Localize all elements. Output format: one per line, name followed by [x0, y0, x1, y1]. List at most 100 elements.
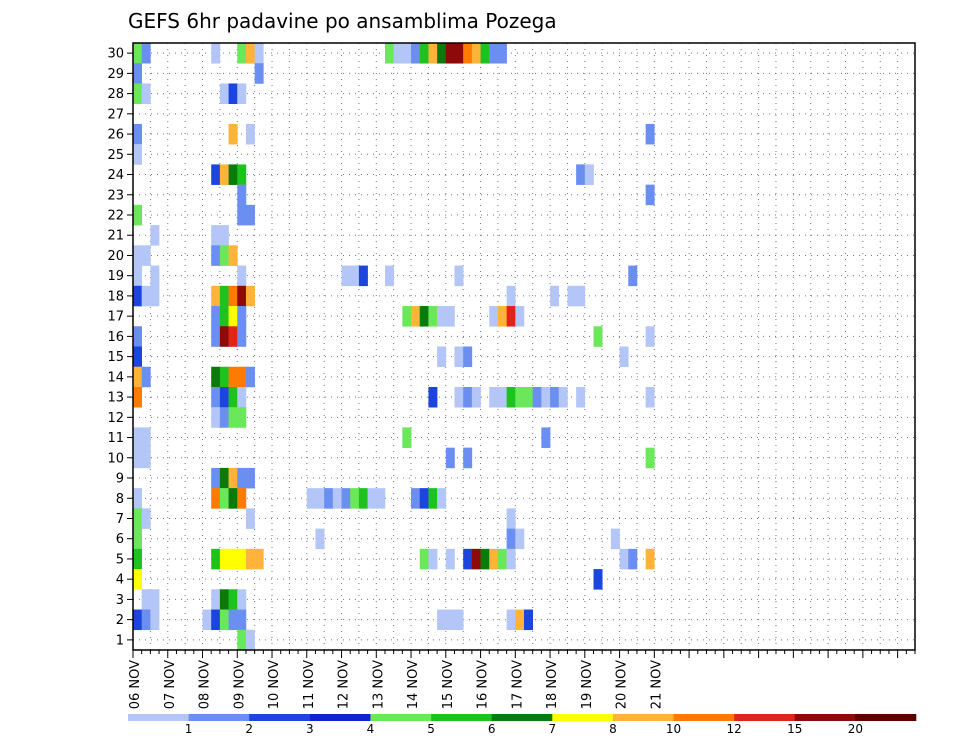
heatmap-cell — [419, 43, 429, 64]
heatmap-cell — [463, 346, 473, 368]
x-tick-label: 19 NOV — [580, 660, 595, 709]
heatmap-cell — [141, 366, 151, 388]
heatmap-cell — [437, 488, 447, 509]
heatmap-cell — [219, 467, 229, 489]
heatmap-cell — [245, 508, 255, 529]
heatmap-cell — [133, 83, 142, 104]
heatmap-cell — [332, 488, 342, 509]
heatmap-cell — [219, 548, 229, 570]
legend-label: 7 — [548, 722, 556, 736]
y-tick-label: 22 — [107, 208, 124, 223]
x-axis-ticks: 06 NOV 07 NOV 08 NOV 09 NOV 10 NOV 11 NOV 12 N… — [128, 650, 916, 709]
heatmap-cell — [245, 629, 255, 651]
heatmap-cell — [228, 164, 238, 185]
heatmap-cell — [141, 508, 151, 529]
heatmap-cell — [489, 548, 499, 570]
heatmap-cell — [428, 548, 438, 570]
heatmap-cell — [515, 528, 525, 550]
heatmap-cell — [211, 467, 221, 489]
heatmap-cell — [593, 326, 603, 347]
heatmap-cell — [211, 407, 221, 428]
x-tick-label: 17 NOV — [510, 660, 525, 709]
heatmap-cell — [532, 386, 542, 408]
heatmap-cell — [645, 184, 655, 206]
x-tick-label: 06 NOV — [128, 660, 143, 709]
heatmap-cell — [202, 609, 212, 631]
heatmap-cells — [133, 43, 655, 651]
heatmap-cell — [133, 204, 142, 226]
legend-label: 4 — [367, 722, 375, 736]
heatmap-cell — [576, 285, 586, 307]
heatmap-cell — [254, 548, 264, 570]
heatmap-cell — [133, 508, 142, 529]
heatmap-cell — [237, 366, 247, 388]
heatmap-cell — [237, 589, 247, 610]
legend-swatch — [431, 714, 492, 721]
y-tick-label: 2 — [116, 613, 124, 628]
x-tick-label: 20 NOV — [615, 660, 630, 709]
y-tick-label: 10 — [107, 451, 124, 466]
heatmap-cell — [228, 326, 238, 347]
x-tick-label: 16 NOV — [476, 660, 491, 709]
y-tick-label: 19 — [107, 269, 124, 284]
y-tick-label: 14 — [107, 370, 124, 385]
heatmap-cell — [133, 43, 142, 64]
heatmap-cell — [437, 346, 447, 368]
heatmap-cell — [245, 467, 255, 489]
heatmap-cell — [150, 225, 160, 246]
heatmap-cell — [619, 548, 629, 570]
heatmap-cell — [237, 306, 247, 327]
heatmap-cell — [237, 326, 247, 347]
heatmap-cell — [141, 447, 151, 469]
y-tick-label: 18 — [107, 289, 124, 304]
heatmap-cell — [133, 366, 142, 388]
heatmap-cell — [610, 528, 620, 550]
heatmap-cell — [411, 43, 421, 64]
y-tick-label: 20 — [107, 249, 124, 264]
legend-swatch — [673, 714, 735, 721]
heatmap-cell — [445, 306, 455, 327]
heatmap-cell — [228, 488, 238, 509]
heatmap-cell — [541, 386, 551, 408]
legend-swatch — [249, 714, 311, 721]
y-tick-label: 21 — [107, 229, 124, 244]
heatmap-cell — [350, 488, 360, 509]
color-legend: 1 2 3 4 5 6 7 8 10 12 15 20 — [128, 714, 917, 736]
heatmap-cell — [211, 164, 221, 185]
heatmap-cell — [219, 245, 229, 266]
heatmap-cell — [515, 386, 525, 408]
heatmap-cell — [506, 285, 516, 307]
y-axis-ticks: 1234567891011121314151617181920212223242… — [107, 47, 133, 648]
heatmap-cell — [315, 488, 325, 509]
heatmap-cell — [237, 184, 247, 206]
y-tick-label: 11 — [107, 431, 124, 446]
heatmap-cell — [463, 43, 473, 64]
heatmap-cell — [228, 245, 238, 266]
heatmap-cell — [219, 609, 229, 631]
heatmap-cell — [133, 447, 142, 469]
y-tick-label: 15 — [107, 350, 124, 365]
y-tick-label: 28 — [107, 87, 124, 102]
heatmap-cell — [358, 488, 368, 509]
legend-swatch — [188, 714, 250, 721]
heatmap-cell — [489, 306, 499, 327]
heatmap-cell — [133, 488, 142, 509]
heatmap-cell — [437, 609, 447, 631]
x-tick-label: 15 NOV — [441, 660, 456, 709]
heatmap-cell — [497, 306, 507, 327]
y-tick-label: 12 — [107, 411, 124, 426]
y-tick-label: 7 — [116, 512, 124, 527]
heatmap-cell — [402, 306, 412, 327]
heatmap-cell — [228, 386, 238, 408]
y-tick-label: 25 — [107, 148, 124, 163]
heatmap-cell — [150, 589, 160, 610]
legend-label: 15 — [787, 722, 802, 736]
legend-swatch — [734, 714, 796, 721]
heatmap-cell — [541, 427, 551, 448]
heatmap-cell — [228, 609, 238, 631]
heatmap-cell — [228, 83, 238, 104]
heatmap-cell — [463, 386, 473, 408]
heatmap-cell — [428, 386, 438, 408]
legend-swatch — [552, 714, 614, 721]
